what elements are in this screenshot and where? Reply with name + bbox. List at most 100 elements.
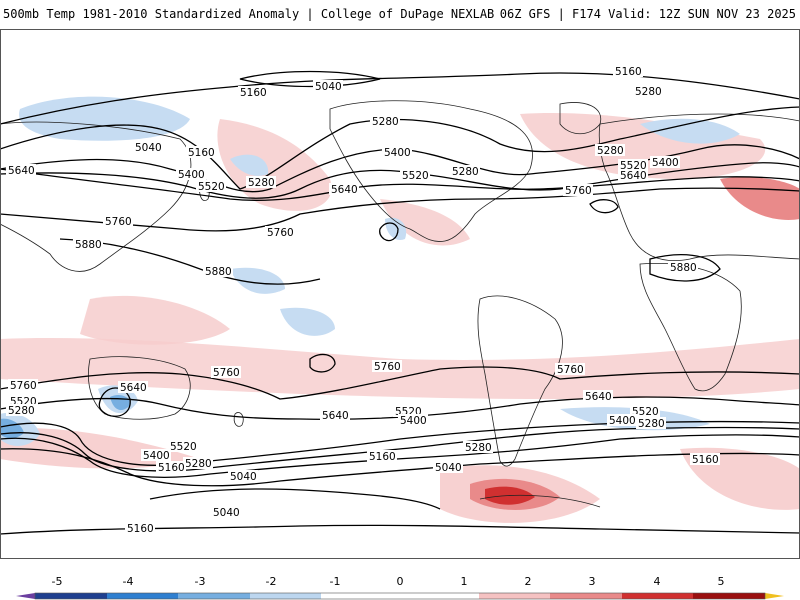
contour-label: 5280 <box>597 145 624 157</box>
contour-label: 5760 <box>267 227 294 239</box>
contour-line-5760-north <box>0 187 800 232</box>
contour-label: 5880 <box>670 262 697 274</box>
colorbar-tick-label: 5 <box>718 575 725 588</box>
contour-label: 5160 <box>615 66 642 78</box>
contour-label: 5280 <box>638 418 665 430</box>
colorbar-tick-label: -1 <box>330 575 341 588</box>
contour-label: 5040 <box>213 507 240 519</box>
contour-label: 5760 <box>105 216 132 228</box>
contour-label: 5160 <box>158 462 185 474</box>
colorbar-swatch <box>178 593 250 599</box>
contour-label: 5280 <box>248 177 275 189</box>
colorbar-tick-label: -5 <box>52 575 63 588</box>
contour-label: 5400 <box>609 415 636 427</box>
contour-label: 5280 <box>465 442 492 454</box>
contour-line-5640-north <box>0 168 800 201</box>
anomaly-map: 5040 5160 5160 5280 5280 5040 5160 5400 … <box>0 29 800 559</box>
colorbar-swatch <box>622 593 693 599</box>
colorbar-border <box>34 592 766 600</box>
coastlines <box>0 100 800 508</box>
colorbar-swatch <box>250 593 321 599</box>
contour-label: 5160 <box>369 451 396 463</box>
colorbar-tick-label: 0 <box>397 575 404 588</box>
contour-line-5040-south <box>149 488 441 510</box>
contour-line-5880-africa <box>649 254 721 282</box>
colorbar-tick-label: 2 <box>525 575 532 588</box>
model-run-valid-time: 06Z GFS | F174 Valid: 12Z SUN NOV 23 202… <box>499 7 796 21</box>
contour-label: 5280 <box>8 405 35 417</box>
australia-outline <box>88 356 191 420</box>
contour-label: 5040 <box>315 81 342 93</box>
contour-label: 5640 <box>331 184 358 196</box>
colorbar-swatch <box>16 593 35 599</box>
contour-line-5280-north <box>0 106 800 190</box>
contour-label: 5760 <box>10 380 37 392</box>
colorbar-swatch <box>479 593 550 599</box>
contour-label: 5520 <box>198 181 225 193</box>
contour-label: 5040 <box>135 142 162 154</box>
africa-outline <box>639 263 742 392</box>
warm-anomaly-area <box>380 199 470 246</box>
contour-line-5040-north <box>239 70 381 88</box>
colorbar-tick-label: 4 <box>654 575 661 588</box>
cool-anomaly-area <box>19 96 191 141</box>
europe-asia-outline <box>598 113 800 261</box>
contour-label: 5040 <box>435 462 462 474</box>
contour-label: 5400 <box>178 169 205 181</box>
contour-label: 5640 <box>120 382 147 394</box>
north-america-outline <box>329 100 533 242</box>
contour-labels: 5040 5160 5160 5280 5280 5040 5160 5400 … <box>6 65 720 535</box>
cool-anomaly-area <box>230 154 269 176</box>
strong-warm-anomaly-area <box>720 177 800 220</box>
contour-label: 5040 <box>230 471 257 483</box>
colorbar-swatch <box>400 593 479 599</box>
colorbar-tick-label: 1 <box>461 575 468 588</box>
contour-label: 5760 <box>565 185 592 197</box>
asia-west-outline <box>0 121 192 272</box>
contour-label: 5880 <box>75 239 102 251</box>
warm-anomaly-area <box>80 295 230 345</box>
contour-label: 5640 <box>322 410 349 422</box>
header-bar: 500mb Temp 1981-2010 Standardized Anomal… <box>0 0 800 26</box>
contour-label: 5160 <box>127 523 154 535</box>
contour-ring <box>589 199 619 214</box>
contour-line-5160-south <box>0 448 800 487</box>
contour-line-5880-north <box>59 238 321 285</box>
colorbar-tick-label: -4 <box>123 575 134 588</box>
colorbar-ticks: -5 -4 -3 -2 -1 0 1 2 3 4 5 <box>52 575 725 588</box>
contour-label: 5280 <box>185 458 212 470</box>
contour-label: 5400 <box>143 450 170 462</box>
contour-label: 5880 <box>205 266 232 278</box>
contour-label: 5160 <box>692 454 719 466</box>
contour-label: 5520 <box>402 170 429 182</box>
colorbar-swatches <box>16 592 784 600</box>
contour-label: 5520 <box>170 441 197 453</box>
greenland-outline <box>559 102 602 135</box>
contour-label: 5520 <box>632 406 659 418</box>
contour-ring <box>309 353 336 373</box>
new-zealand-outline <box>233 412 244 427</box>
contour-line-5160-north <box>0 72 800 125</box>
colorbar-swatch <box>765 593 784 599</box>
colorbar-swatch <box>550 593 622 599</box>
contour-label: 5280 <box>372 116 399 128</box>
contour-label: 5640 <box>585 391 612 403</box>
colorbar-tick-label: 3 <box>589 575 596 588</box>
contour-label: 5160 <box>188 147 215 159</box>
contour-line-5760-south <box>0 366 800 400</box>
contour-label: 5280 <box>635 86 662 98</box>
colorbar-swatch <box>321 593 400 599</box>
cool-anomaly-area <box>230 267 285 294</box>
cool-anomaly-area <box>640 118 740 144</box>
contour-line-5160-far-south <box>0 524 800 535</box>
colorbar-swatch <box>693 593 765 599</box>
contour-label: 5400 <box>400 415 427 427</box>
contour-line-5280-south <box>0 434 800 478</box>
colorbar: -5 -4 -3 -2 -1 0 1 2 3 4 5 <box>16 575 784 600</box>
contour-label: 5760 <box>557 364 584 376</box>
height-contours <box>0 70 800 535</box>
cool-anomaly-area <box>280 307 335 336</box>
colorbar-swatch <box>35 593 107 599</box>
contour-ring <box>98 387 131 417</box>
contour-label: 5640 <box>620 170 647 182</box>
